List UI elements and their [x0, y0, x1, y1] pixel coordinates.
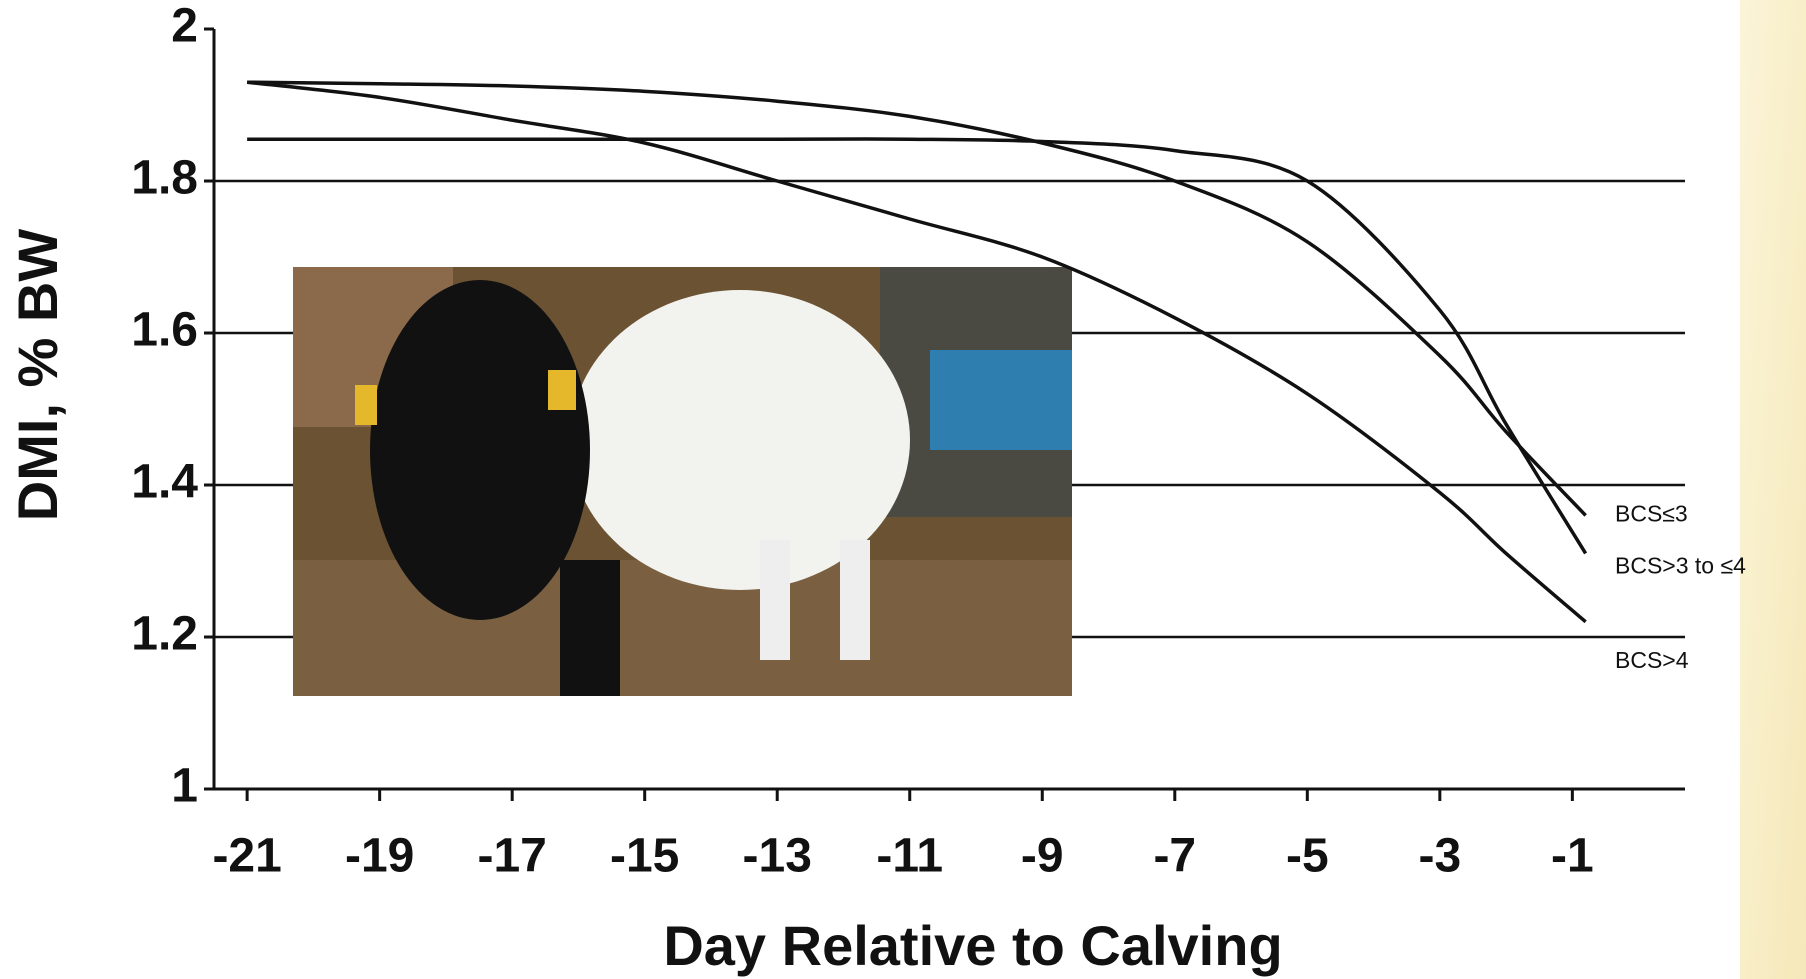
- series-label: BCS>4: [1615, 647, 1689, 673]
- y-tick-label: 1: [171, 760, 198, 813]
- y-tick-label: 1.4: [131, 456, 198, 509]
- series-line: [247, 137, 1588, 555]
- x-tick-label: -17: [477, 830, 546, 883]
- series-label: BCS>3 to ≤4: [1615, 552, 1746, 578]
- x-tick-label: -13: [743, 830, 812, 883]
- x-tick-label: -9: [1021, 830, 1064, 883]
- series-label: BCS≤3: [1615, 500, 1688, 526]
- x-axis-title: Day Relative to Calving: [663, 914, 1282, 977]
- cow-photo: [293, 267, 1072, 696]
- x-tick-label: -1: [1551, 830, 1594, 883]
- series-line: [246, 80, 1587, 624]
- y-tick-label: 2: [171, 0, 198, 53]
- x-tick-label: -19: [345, 830, 414, 883]
- x-tick-label: -3: [1418, 830, 1461, 883]
- y-tick-label: 1.6: [131, 304, 198, 357]
- side-strip: [1740, 0, 1806, 979]
- x-tick-label: -7: [1153, 830, 1196, 883]
- x-tick-label: -11: [876, 830, 943, 883]
- x-tick-label: -5: [1286, 830, 1329, 883]
- y-tick-label: 1.8: [131, 152, 198, 205]
- x-tick-label: -15: [610, 830, 679, 883]
- y-axis-title: DMI, % BW: [6, 229, 69, 522]
- y-tick-label: 1.2: [131, 608, 198, 661]
- series-line: [247, 80, 1587, 517]
- x-tick-label: -21: [212, 830, 281, 883]
